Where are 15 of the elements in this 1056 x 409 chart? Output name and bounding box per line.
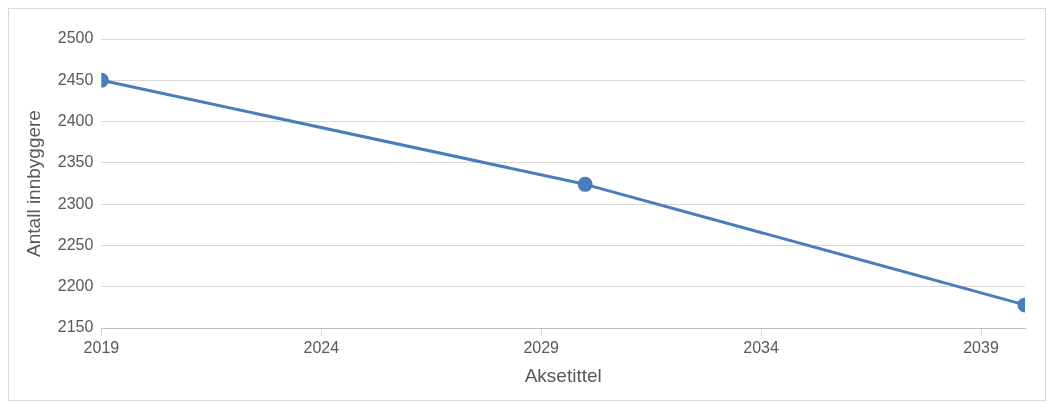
y-tick-label: 2250: [57, 235, 94, 253]
y-tick-label: 2200: [57, 277, 94, 295]
y-axis-title: Antall innbyggere: [22, 110, 44, 257]
y-tick-label: 2350: [57, 153, 94, 171]
y-tick-label: 2150: [57, 318, 94, 336]
x-tick-label: 2024: [303, 339, 340, 357]
y-tick-label: 2300: [57, 194, 94, 212]
x-tick-label: 2019: [83, 339, 120, 357]
x-tick-label: 2034: [743, 339, 780, 357]
y-tick-label: 2450: [57, 70, 94, 88]
x-axis-title: Aksetittel: [524, 364, 602, 386]
x-tick-label: 2029: [523, 339, 560, 357]
y-tick-label: 2400: [57, 111, 94, 129]
y-tick-label: 2500: [57, 29, 94, 47]
x-tick-label: 2039: [963, 339, 999, 357]
